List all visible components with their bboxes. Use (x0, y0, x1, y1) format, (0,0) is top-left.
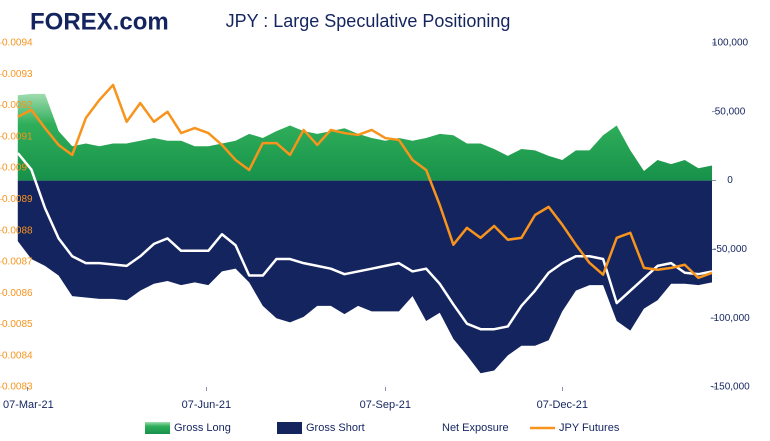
y-tick-label: 0.0091 (2, 131, 33, 142)
y-tick-label: 0.0088 (2, 225, 33, 236)
y2-tick-label: 0 (727, 175, 733, 186)
y-tick-label: 0.0089 (2, 194, 33, 205)
line (16, 152, 713, 331)
x-tick-label: 07-Jun-21 (182, 399, 232, 411)
legend-swatch (277, 422, 302, 434)
legend-label: Net Exposure (442, 422, 509, 434)
y-tick-label: 0.0092 (2, 100, 33, 111)
line (17, 83, 713, 280)
x-tick-label: 07-Sep-21 (360, 399, 411, 411)
y-tick-label: 0.0084 (2, 350, 33, 361)
legend-label: Gross Short (306, 422, 365, 434)
y-tick-label: 0.0083 (2, 382, 33, 393)
legend-label: Gross Long (174, 422, 231, 434)
y2-tick-label: -150,000 (710, 382, 750, 393)
y2-tick-label: 50,000 (715, 106, 746, 117)
y-tick-label: 0.009 (2, 163, 27, 174)
y-tick-label: 0.0086 (2, 288, 33, 299)
legend-swatch (145, 422, 170, 434)
y-tick-label: 0.0085 (2, 319, 33, 330)
chart-title: JPY : Large Speculative Positioning (226, 11, 511, 31)
y-tick-label: 0.0094 (2, 38, 33, 49)
x-tick-label: 07-Dec-21 (537, 399, 588, 411)
y-tick-label: 0.0087 (2, 257, 33, 268)
y2-tick-label: 100,000 (712, 38, 749, 49)
y2-tick-label: -100,000 (710, 313, 750, 324)
x-tick-label: 07-Mar-21 (3, 399, 54, 411)
area (17, 93, 713, 181)
logo: FOREX.com (30, 8, 169, 35)
area (17, 180, 713, 374)
y2-tick-label: -50,000 (713, 244, 747, 255)
legend-label: JPY Futures (559, 422, 620, 434)
y-tick-label: 0.0093 (2, 69, 33, 80)
